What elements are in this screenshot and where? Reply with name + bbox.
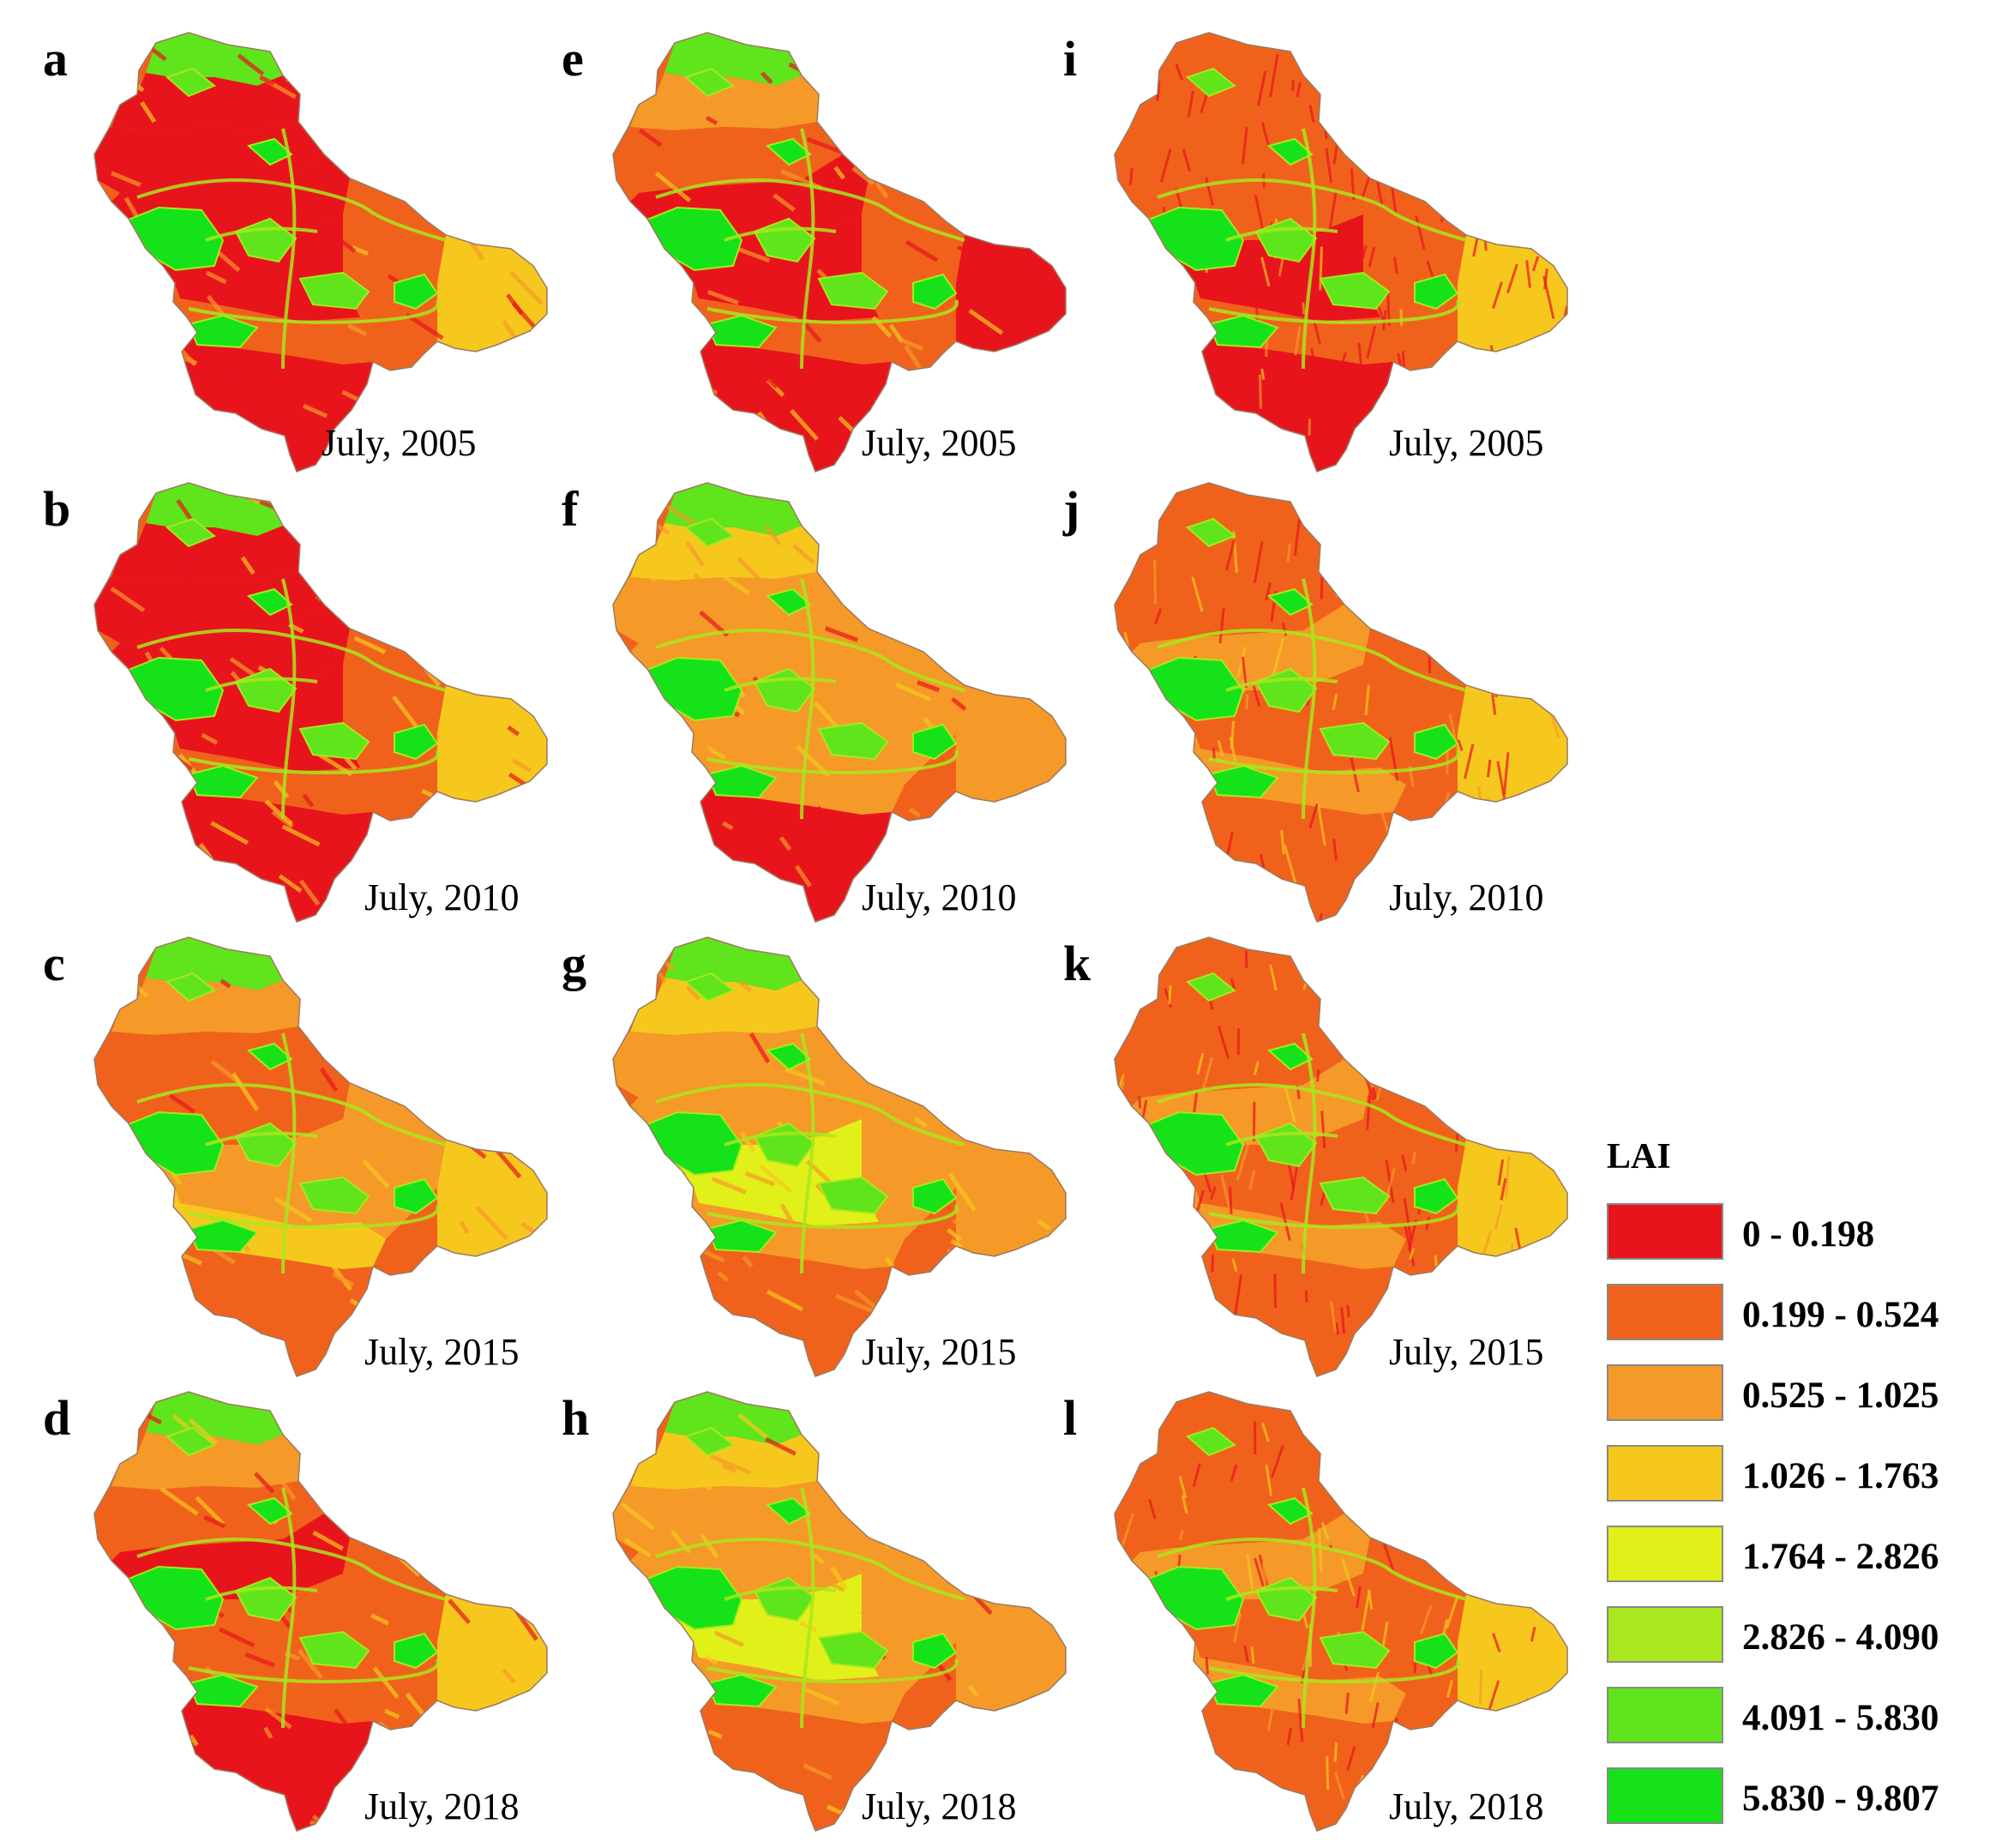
legend-label: 0.199 - 0.524: [1742, 1294, 1939, 1336]
land-cover-zone: [956, 685, 1066, 802]
panel-date: July, 2005: [1389, 424, 1544, 462]
basin-map: [1063, 476, 1629, 939]
panel-date: July, 2015: [364, 1333, 520, 1371]
panel-date: July, 2010: [364, 879, 520, 917]
panel-label: a: [43, 34, 68, 84]
basin-map: [1063, 930, 1629, 1394]
legend-item: 1.026 - 1.763: [1607, 1445, 1984, 1505]
land-cover-zone: [437, 685, 547, 802]
panel-date: July, 2015: [862, 1333, 1017, 1371]
land-cover-zone: [1458, 1140, 1567, 1256]
basin-map: [1063, 1385, 1629, 1848]
land-cover-zone: [437, 1140, 547, 1256]
land-cover-zone: [1458, 685, 1567, 802]
panel-date: July, 2010: [1389, 879, 1544, 917]
basin-map: [43, 26, 609, 489]
lai-map-panel: f July, 2010: [562, 476, 1127, 939]
panel-date: July, 2015: [1389, 1333, 1544, 1371]
panel-label: f: [562, 485, 578, 534]
lai-map-panel: a July, 2005: [43, 26, 609, 489]
legend-item: 0.199 - 0.524: [1607, 1284, 1984, 1344]
panel-label: d: [43, 1394, 70, 1443]
panel-label: b: [43, 485, 70, 534]
panel-date: July, 2005: [862, 424, 1017, 462]
panel-label: k: [1063, 939, 1091, 989]
basin-map: [562, 1385, 1127, 1848]
lai-map-panel: b July, 2010: [43, 476, 609, 939]
lai-map-panel: i July, 2005: [1063, 26, 1629, 489]
panel-label: e: [562, 34, 584, 84]
panel-label: g: [562, 939, 586, 989]
panel-label: j: [1063, 485, 1079, 534]
legend-label: 0 - 0.198: [1742, 1213, 1874, 1255]
legend-label: 0.525 - 1.025: [1742, 1375, 1939, 1417]
panel-label: h: [562, 1394, 589, 1443]
legend-item: 0 - 0.198: [1607, 1203, 1984, 1263]
land-cover-zone: [956, 1594, 1066, 1711]
lai-map-panel: j July, 2010: [1063, 476, 1629, 939]
legend-label: 4.091 - 5.830: [1742, 1697, 1939, 1739]
panel-label: i: [1063, 34, 1077, 84]
panel-date: July, 2005: [322, 424, 477, 462]
basin-map: [43, 476, 609, 939]
lai-map-panel: e July, 2005: [562, 26, 1127, 489]
legend-item: 0.525 - 1.025: [1607, 1364, 1984, 1424]
land-cover-zone: [437, 1594, 547, 1711]
legend-label: 2.826 - 4.090: [1742, 1616, 1939, 1658]
legend-item: 4.091 - 5.830: [1607, 1687, 1984, 1747]
panel-date: July, 2018: [364, 1788, 520, 1826]
panel-date: July, 2018: [1389, 1788, 1544, 1826]
basin-map: [562, 476, 1127, 939]
basin-map: [562, 930, 1127, 1394]
lai-map-panel: c July, 2015: [43, 930, 609, 1394]
legend-item: 1.764 - 2.826: [1607, 1526, 1984, 1586]
panel-label: l: [1063, 1394, 1077, 1443]
lai-map-panel: k July, 2015: [1063, 930, 1629, 1394]
land-cover-zone: [956, 1140, 1066, 1256]
legend-label: 1.026 - 1.763: [1742, 1455, 1939, 1497]
panel-date: July, 2018: [862, 1788, 1017, 1826]
lai-map-panel: h July, 2018: [562, 1385, 1127, 1848]
legend-item: 5.830 - 9.807: [1607, 1767, 1984, 1827]
legend-label: 1.764 - 2.826: [1742, 1536, 1939, 1578]
panel-date: July, 2010: [862, 879, 1017, 917]
land-cover-zone: [1458, 1594, 1567, 1711]
basin-map: [43, 1385, 609, 1848]
basin-map: [1063, 26, 1629, 489]
lai-legend: LAI 0 - 0.198 0.199 - 0.524 0.525 - 1.02…: [1607, 1136, 1984, 1822]
legend-label: 5.830 - 9.807: [1742, 1778, 1939, 1820]
basin-map: [43, 930, 609, 1394]
basin-map: [562, 26, 1127, 489]
lai-map-panel: d July, 2018: [43, 1385, 609, 1848]
legend-item: 2.826 - 4.090: [1607, 1606, 1984, 1666]
panel-label: c: [43, 939, 65, 989]
lai-map-panel: g July, 2015: [562, 930, 1127, 1394]
lai-map-panel: l July, 2018: [1063, 1385, 1629, 1848]
